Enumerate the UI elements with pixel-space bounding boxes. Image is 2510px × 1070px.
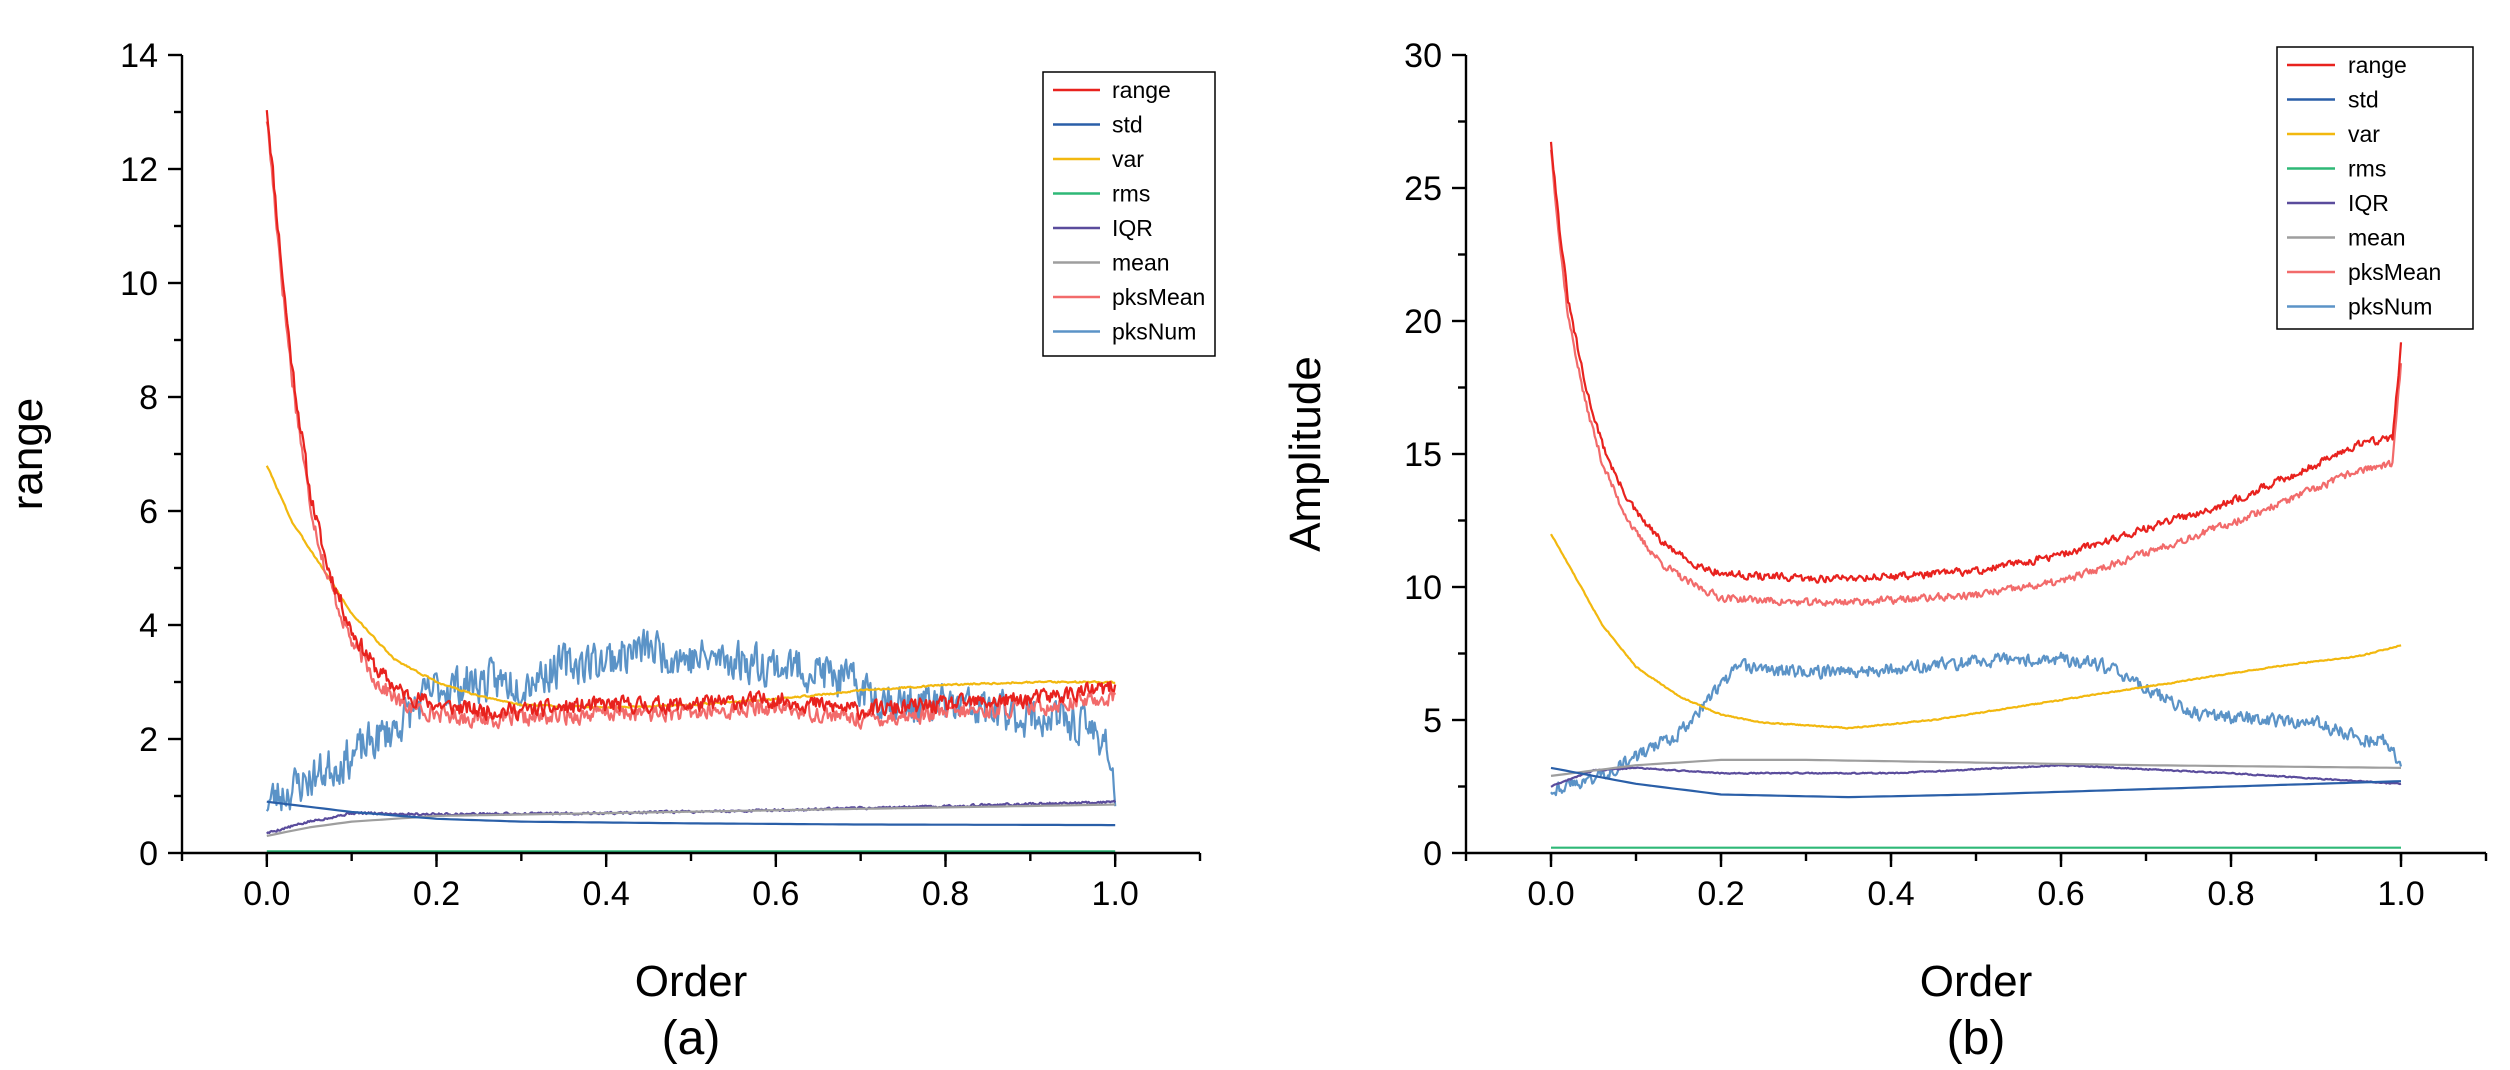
chart-a-legend-label-var: var [1112, 146, 1144, 172]
chart-b-x-tick-label: 1.0 [2377, 875, 2424, 913]
chart-a-series-mean [266, 803, 1116, 837]
chart-b-y-tick-label: 10 [1404, 569, 1442, 607]
chart-a-legend-box [1042, 71, 1216, 357]
chart-b-legend-label-pksnum: pksNum [2348, 294, 2432, 320]
chart-b-y-tick-label: 30 [1404, 37, 1442, 75]
chart-b-x-axis-title: Order [1920, 957, 2032, 1006]
chart-a-y-axis-title: range [3, 398, 52, 511]
chart-b: 0.0 0.2 0.4 0.6 0.8 1.0 0 5 10 15 20 25 30 Amplitude… [1281, 37, 2488, 1065]
chart-a-series-pksmean [265, 121, 1117, 730]
chart-a-series-std [266, 800, 1116, 827]
chart-b-series-iqr [1550, 763, 2402, 788]
chart-a-y-tick-label: 4 [139, 607, 158, 645]
chart-a-x-tick-label: 0.4 [583, 875, 630, 913]
chart-a-y-tick-label: 8 [139, 379, 158, 417]
chart-a-x-tick-label: 0.0 [243, 875, 290, 913]
chart-b-y-tick-label: 20 [1404, 303, 1442, 341]
chart-a-legend-label-std: std [1112, 112, 1143, 138]
chart-a-y-tick-label: 6 [139, 493, 158, 531]
chart-b-y-tick-label: 0 [1423, 835, 1442, 873]
chart-b-panel-label: (b) [1947, 1012, 2006, 1065]
chart-a-legend: range std var rms IQR mean pksMean pksNum [1042, 71, 1216, 357]
chart-b-legend-label-var: var [2348, 121, 2380, 147]
chart-a-legend-label-pksnum: pksNum [1112, 319, 1196, 345]
chart-b-legend-label-mean: mean [2348, 225, 2406, 251]
chart-b-series [1549, 141, 2403, 849]
chart-b-x-tick-label: 0.2 [1697, 875, 1744, 913]
chart-a-x-tick-label: 0.2 [413, 875, 460, 913]
chart-a-y-tick-label: 12 [120, 151, 158, 189]
chart-b-series-range [1549, 141, 2403, 584]
chart-b-x-tick-label: 0.8 [2207, 875, 2254, 913]
chart-a-y-tick-label: 14 [120, 37, 158, 75]
chart-a-ticks: 0.0 0.2 0.4 0.6 0.8 1.0 0 2 4 6 8 10 12 14 [120, 37, 1202, 913]
chart-a-y-tick-label: 0 [139, 835, 158, 873]
chart-b-legend-label-range: range [2348, 52, 2407, 78]
chart-a-x-tick-label: 0.8 [922, 875, 969, 913]
chart-b-x-tick-label: 0.6 [2037, 875, 2084, 913]
chart-a-y-tick-label: 2 [139, 721, 158, 759]
chart-a-legend-label-mean: mean [1112, 250, 1170, 276]
chart-a-legend-label-rms: rms [1112, 181, 1150, 207]
chart-a-series-range [265, 110, 1117, 722]
chart-a-legend-label-pksmean: pksMean [1112, 284, 1205, 310]
chart-a-panel-label: (a) [662, 1012, 721, 1065]
chart-b-y-tick-label: 5 [1423, 702, 1442, 740]
chart-b-legend-label-pksmean: pksMean [2348, 259, 2441, 285]
chart-b-series-std [1550, 766, 2402, 799]
chart-a-x-tick-label: 0.6 [752, 875, 799, 913]
chart-a: 0.0 0.2 0.4 0.6 0.8 1.0 0 2 4 6 8 10 12 14 range Orde… [3, 37, 1216, 1065]
chart-b-legend: range std var rms IQR mean pksMean pksNum [2276, 46, 2474, 330]
chart-b-x-tick-label: 0.4 [1867, 875, 1914, 913]
chart-a-legend-label-range: range [1112, 77, 1171, 103]
chart-a-x-tick-label: 1.0 [1092, 875, 1139, 913]
chart-b-y-tick-label: 25 [1404, 170, 1442, 208]
chart-b-x-tick-label: 0.0 [1527, 875, 1574, 913]
chart-b-series-pksmean [1549, 149, 2403, 607]
chart-a-x-axis-title: Order [635, 957, 747, 1006]
chart-b-series-pksnum [1550, 651, 2403, 797]
chart-b-legend-box [2276, 46, 2474, 330]
chart-b-series-mean [1550, 758, 2402, 777]
chart-b-y-axis-title: Amplitude [1281, 356, 1330, 552]
chart-a-y-tick-label: 10 [120, 265, 158, 303]
chart-a-series [265, 110, 1117, 853]
chart-b-legend-label-iqr: IQR [2348, 190, 2389, 216]
chart-b-ticks: 0.0 0.2 0.4 0.6 0.8 1.0 0 5 10 15 20 25 30 [1404, 37, 2488, 913]
chart-b-legend-label-rms: rms [2348, 156, 2386, 182]
chart-b-legend-label-std: std [2348, 87, 2379, 113]
chart-b-series-var [1550, 533, 2402, 730]
chart-b-y-tick-label: 15 [1404, 436, 1442, 474]
chart-a-legend-label-iqr: IQR [1112, 215, 1153, 241]
